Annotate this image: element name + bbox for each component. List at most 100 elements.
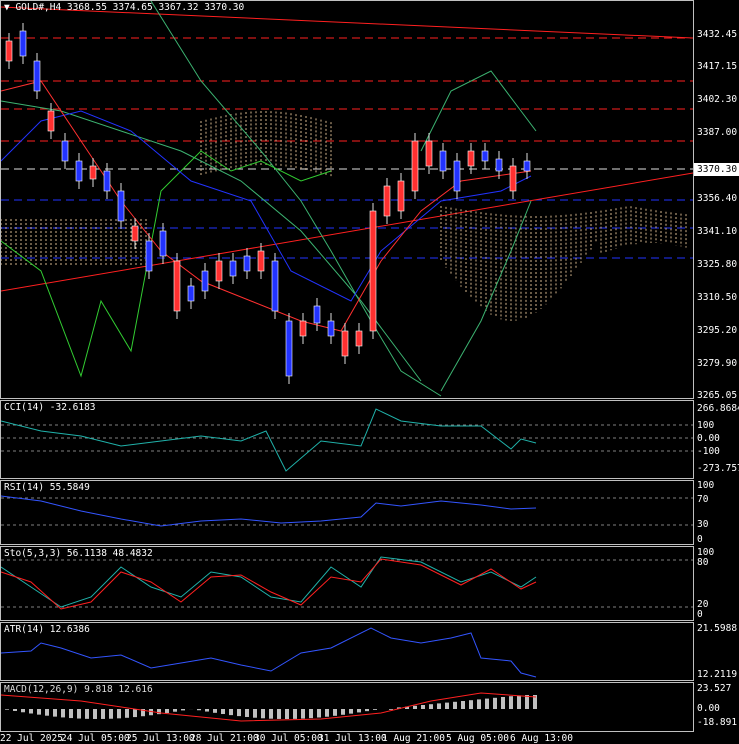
macd-histogram-bar xyxy=(413,706,417,709)
cci-canvas xyxy=(1,401,693,478)
macd-histogram-bar xyxy=(13,709,17,711)
atr-canvas xyxy=(1,623,693,680)
dropdown-icon[interactable]: ▼ xyxy=(4,2,15,13)
price-tick: 3325.80 xyxy=(697,259,737,270)
candle-body xyxy=(426,141,432,166)
candle-body xyxy=(62,141,68,161)
time-label: 22 Jul 2025 xyxy=(0,733,63,744)
time-label: 1 Aug 21:00 xyxy=(382,733,445,744)
macd-histogram-bar xyxy=(453,702,457,709)
rsi-tick: 100 xyxy=(697,480,714,491)
macd-histogram-bar xyxy=(509,696,513,709)
rsi-tick: 30 xyxy=(697,519,708,530)
macd-tick: -18.891 xyxy=(697,717,737,728)
atr-tick: 21.5988 xyxy=(697,623,737,634)
macd-tick: 0.00 xyxy=(697,703,720,714)
candle-body xyxy=(202,271,208,291)
candle-body xyxy=(384,186,390,216)
macd-histogram-bar xyxy=(213,709,217,713)
candle-body xyxy=(272,261,278,311)
macd-histogram-bar xyxy=(437,703,441,709)
macd-histogram-bar xyxy=(333,709,337,716)
atr-panel[interactable]: ATR(14) 12.6386 xyxy=(0,622,694,681)
macd-histogram-bar xyxy=(269,709,273,719)
rsi-line xyxy=(1,496,536,526)
candle-body xyxy=(20,31,26,56)
candle-body xyxy=(216,261,222,281)
macd-histogram-bar xyxy=(389,709,393,710)
macd-histogram-bar xyxy=(517,695,521,709)
cci-tick: -100 xyxy=(697,446,720,457)
macd-histogram-bar xyxy=(37,709,41,715)
price-tick: 3356.40 xyxy=(697,193,737,204)
tenkan-line xyxy=(1,81,531,331)
macd-histogram-bar xyxy=(325,709,329,717)
price-tick: 3417.15 xyxy=(697,61,737,72)
macd-histogram-bar xyxy=(197,709,201,710)
candle-body xyxy=(104,171,110,191)
cci-panel[interactable]: CCI(14) -32.6183 xyxy=(0,400,694,479)
macd-histogram-bar xyxy=(29,709,33,713)
macd-panel[interactable]: MACD(12,26,9) 9.818 12.616 xyxy=(0,682,694,732)
cci-tick: 266.8684 xyxy=(697,403,739,414)
rsi-tick: 70 xyxy=(697,494,708,505)
macd-histogram-bar xyxy=(93,709,97,719)
candle-body xyxy=(6,41,12,61)
candle-body xyxy=(510,166,516,191)
rsi-canvas xyxy=(1,481,693,544)
cci-tick: -273.7571 xyxy=(697,463,739,474)
price-chart-canvas xyxy=(1,1,693,398)
macd-histogram-bar xyxy=(421,705,425,709)
macd-histogram-bar xyxy=(461,701,465,709)
bollinger-upper-line xyxy=(151,1,441,396)
macd-histogram-bar xyxy=(45,709,49,716)
sto-tick: 80 xyxy=(697,557,708,568)
candle-body xyxy=(356,331,362,346)
candle-body xyxy=(244,256,250,271)
price-tick: 3279.90 xyxy=(697,358,737,369)
candle-body xyxy=(412,141,418,191)
macd-histogram-bar xyxy=(445,703,449,709)
candle-body xyxy=(34,61,40,91)
macd-histogram-bar xyxy=(485,699,489,709)
candle-body xyxy=(90,166,96,179)
price-tick: 3387.00 xyxy=(697,127,737,138)
candle-body xyxy=(258,251,264,271)
candle-body xyxy=(230,261,236,276)
sto-tick: 0 xyxy=(697,609,703,620)
macd-histogram-bar xyxy=(253,709,257,718)
macd-histogram-bar xyxy=(77,709,81,719)
candle-body xyxy=(454,161,460,191)
candle-body xyxy=(314,306,320,323)
macd-histogram-bar xyxy=(5,709,9,710)
macd-histogram-bar xyxy=(85,709,89,719)
price-axis[interactable]: 3432.45 3417.15 3402.30 3387.00 3356.40 … xyxy=(694,0,739,743)
rsi-panel[interactable]: RSI(14) 55.5849 xyxy=(0,480,694,545)
atr-tick: 12.2119 xyxy=(697,669,737,680)
macd-histogram-bar xyxy=(477,699,481,709)
candle-body xyxy=(370,211,376,331)
cci-line xyxy=(1,409,536,471)
candle-body xyxy=(286,321,292,376)
current-price-tag: 3370.30 xyxy=(694,163,739,176)
stochastic-panel[interactable]: Sto(5,3,3) 56.1138 48.4832 xyxy=(0,546,694,621)
macd-tick: 23.527 xyxy=(697,683,731,694)
macd-histogram-bar xyxy=(317,709,321,718)
time-label: 28 Jul 21:00 xyxy=(190,733,259,744)
macd-histogram-bar xyxy=(525,695,529,709)
symbol-ohlc-label: GOLD#,H4 3368.55 3374.65 3367.32 3370.30 xyxy=(15,2,244,13)
candle-body xyxy=(76,161,82,181)
macd-histogram-bar xyxy=(53,709,57,717)
candle-body xyxy=(468,151,474,166)
macd-histogram-bar xyxy=(237,709,241,716)
macd-histogram-bar xyxy=(101,709,105,719)
candle-body xyxy=(328,321,334,336)
macd-histogram-bar xyxy=(125,709,129,718)
candle-body xyxy=(132,226,138,241)
atr-line xyxy=(1,628,536,677)
macd-histogram-bar xyxy=(293,709,297,719)
candle-body xyxy=(160,231,166,256)
macd-histogram-bar xyxy=(109,709,113,719)
price-chart-panel[interactable]: ▼ GOLD#,H4 3368.55 3374.65 3367.32 3370.… xyxy=(0,0,694,399)
macd-histogram-bar xyxy=(365,709,369,711)
